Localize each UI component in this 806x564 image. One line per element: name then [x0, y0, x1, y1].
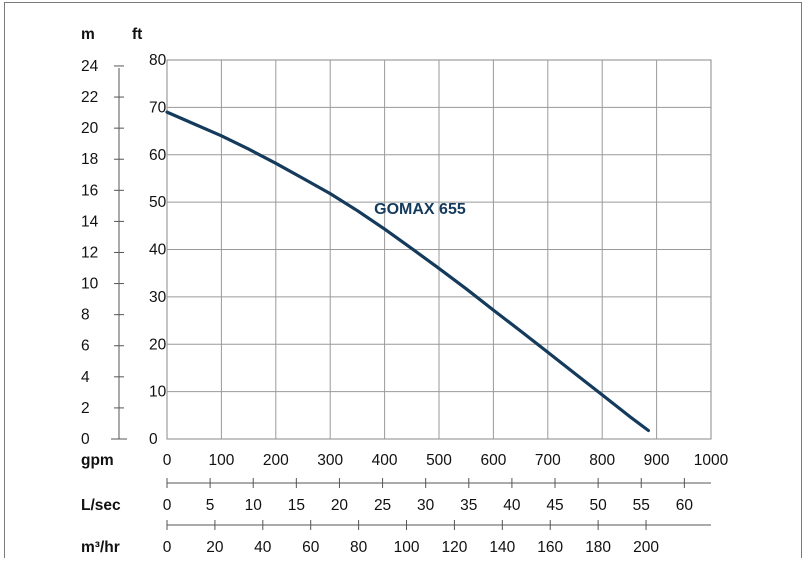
x-lsec-tick-label: 45: [546, 497, 563, 514]
x-lsec-tick-label: 50: [590, 497, 608, 514]
chart-frame: 0 100 200 300 400 500 600 700 800 900 1000 0 10 20 30 4…: [4, 2, 802, 558]
axes: [111, 65, 711, 530]
y-meter-tick-label: 10: [81, 276, 99, 293]
x-gpm-tick-label: 400: [372, 452, 398, 469]
x-m3hr-tick-label: 20: [206, 539, 224, 556]
x-gpm-tick-label: 0: [163, 452, 172, 469]
x-m3hr-tick-label: 40: [254, 539, 272, 556]
x-gpm-tick-label: 1000: [694, 452, 729, 469]
x-m3hr-tick-label: 100: [394, 539, 420, 556]
x-lsec-tick-label: 10: [245, 497, 263, 514]
x-gpm-tick-label: 100: [208, 452, 234, 469]
y-ft-tick-label: 40: [149, 242, 167, 259]
x-lsec-tick-label: 55: [633, 497, 650, 514]
x-lsec-tick-label: 20: [331, 497, 349, 514]
series-layer: GOMAX 655: [165, 110, 650, 433]
x-lsec-tick-label: 35: [460, 497, 477, 514]
x-m3hr-tick-label: 200: [633, 539, 659, 556]
y-meter-tick-label: 16: [81, 182, 98, 199]
x-lsec-tick-label: 60: [676, 497, 694, 514]
x-gpm-tick-label: 600: [480, 452, 506, 469]
x-lsec-tick-label: 0: [163, 497, 172, 514]
y-meter-tick-label: 12: [81, 244, 98, 261]
y-meter-tick-label: 18: [81, 151, 98, 168]
series-label-gomax-655: GOMAX 655: [374, 201, 466, 218]
y-meter-tick-label: 24: [81, 58, 99, 75]
x-gpm-tick-label: 700: [535, 452, 561, 469]
x-gpm-tick-label: 500: [426, 452, 452, 469]
x-gpm-tick-label: 300: [317, 452, 343, 469]
x-lsec-tick-label: 30: [417, 497, 435, 514]
x-m3hr-tick-label: 120: [441, 539, 467, 556]
y-ft-tick-label: 0: [149, 431, 158, 448]
y-meter-tick-label: 6: [81, 338, 90, 355]
y-meter-tick-label: 0: [81, 431, 90, 448]
y-meter-tick-label: 20: [81, 120, 99, 137]
series-line-gomax-655: [165, 110, 650, 433]
x-m3hr-tick-label: 180: [585, 539, 611, 556]
y-ft-tick-label: 10: [149, 384, 167, 401]
y-meter-tick-label: 22: [81, 89, 98, 106]
y-meter-tick-label: 14: [81, 213, 99, 230]
y-ft-tick-label: 70: [149, 99, 167, 116]
y-ft-tick-label: 20: [149, 336, 167, 353]
x-m3hr-tick-label: 140: [489, 539, 515, 556]
x-lsec-tick-label: 25: [374, 497, 391, 514]
x-lsec-tick-label: 40: [503, 497, 521, 514]
x-lsec-unit-label: L/sec: [81, 497, 121, 514]
x-m3hr-tick-label: 0: [163, 539, 172, 556]
x-m3hr-tick-label: 160: [537, 539, 563, 556]
y-meter-tick-label: 4: [81, 369, 90, 386]
x-gpm-tick-label: 900: [644, 452, 670, 469]
tick-labels: 0 100 200 300 400 500 600 700 800 900 100001020304…: [81, 26, 729, 556]
x-gpm-tick-label: 200: [263, 452, 289, 469]
pump-curve-chart: 0 100 200 300 400 500 600 700 800 900 100001020304…: [81, 26, 729, 556]
y-ft-tick-label: 60: [149, 147, 167, 164]
y-ft-tick-label: 50: [149, 194, 167, 211]
x-m3hr-tick-label: 60: [302, 539, 320, 556]
y-ft-tick-label: 80: [149, 52, 167, 69]
x-lsec-tick-label: 5: [206, 497, 215, 514]
y-right-unit-label: ft: [132, 26, 142, 43]
x-m3hr-unit-label: m³/hr: [81, 539, 120, 556]
x-lsec-tick-label: 15: [288, 497, 305, 514]
x-gpm-unit-label: gpm: [81, 452, 114, 469]
x-gpm-tick-label: 800: [589, 452, 615, 469]
y-meter-tick-label: 2: [81, 400, 90, 417]
grid: [166, 59, 712, 440]
x-m3hr-tick-label: 80: [350, 539, 368, 556]
y-ft-tick-label: 30: [149, 289, 167, 306]
y-meter-tick-label: 8: [81, 307, 90, 324]
y-left-unit-label: m: [81, 26, 95, 43]
